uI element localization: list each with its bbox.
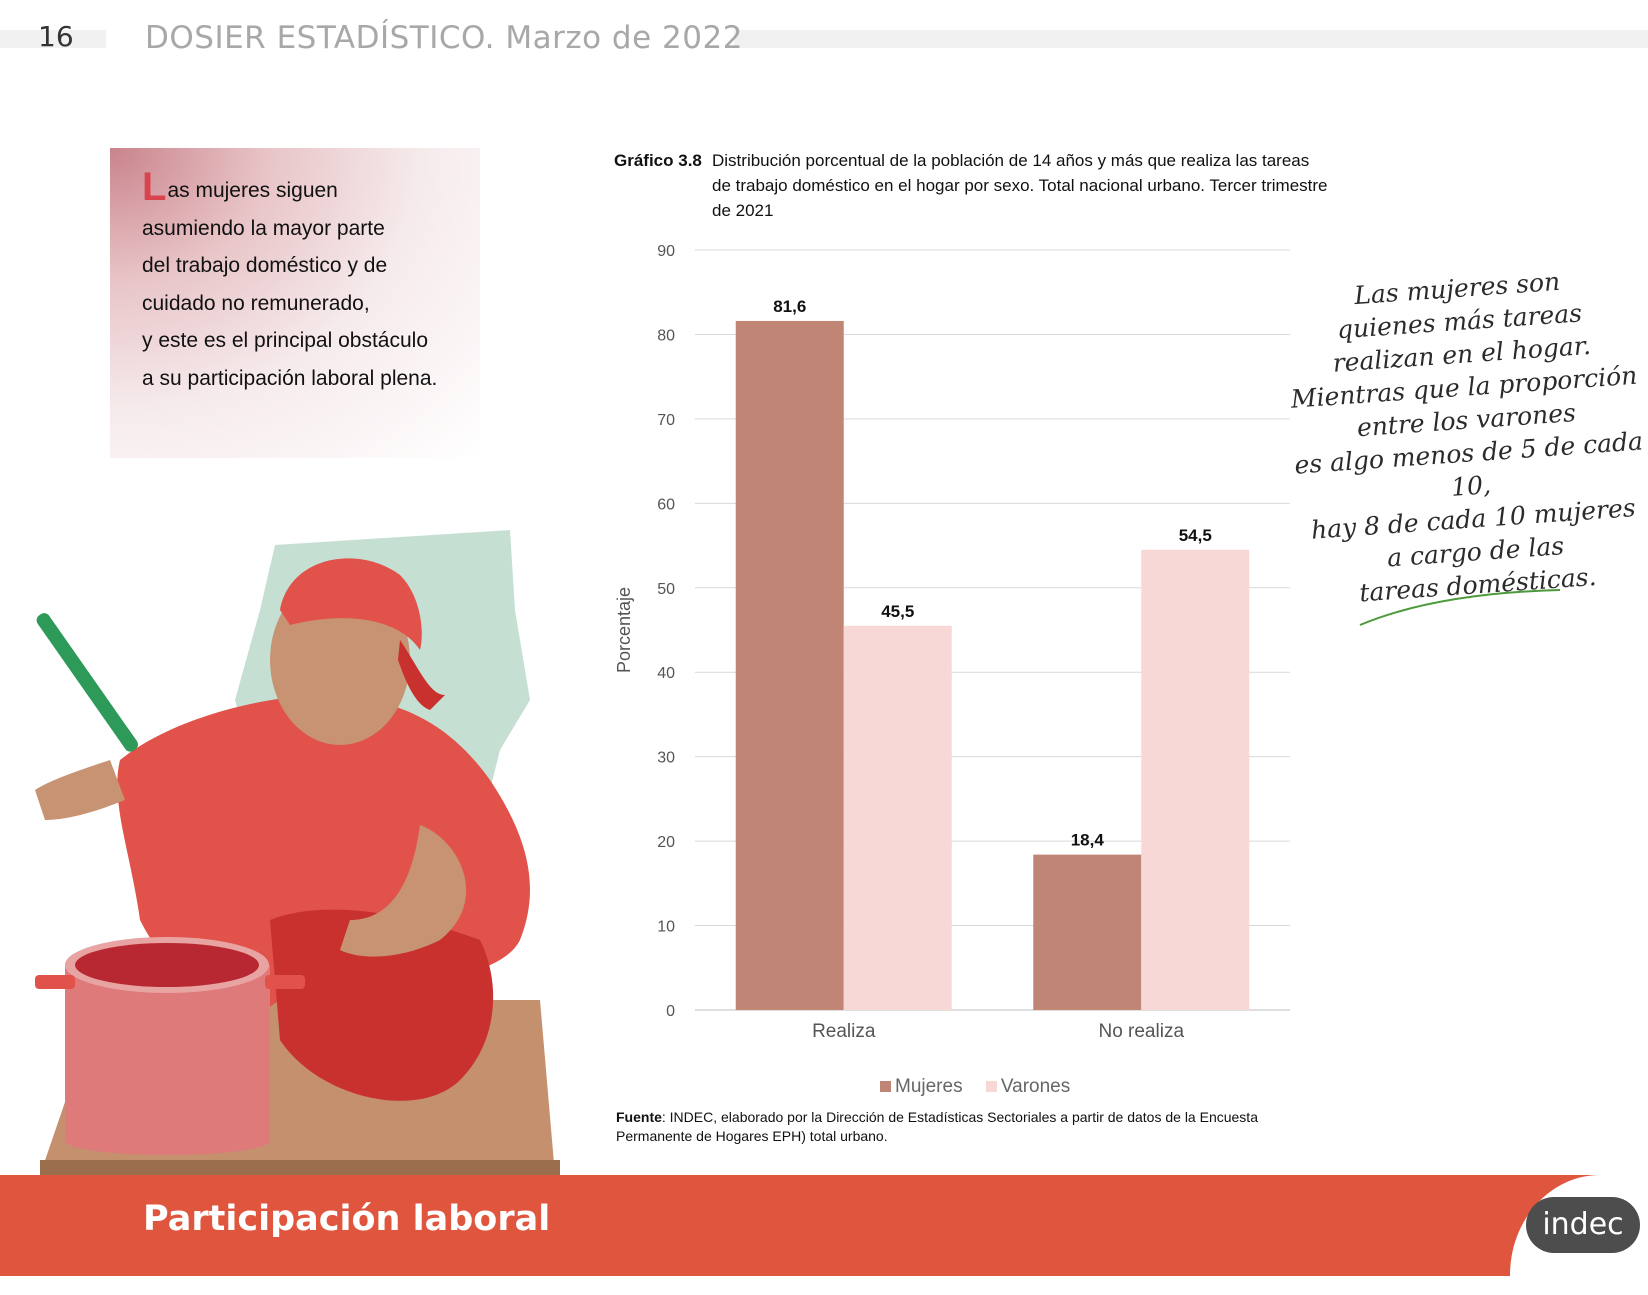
x-tick-label: No realiza <box>1098 1021 1184 1042</box>
indec-logo: indec <box>1526 1197 1640 1253</box>
source-label: Fuente <box>616 1109 662 1125</box>
annotation-underline <box>1359 589 1561 626</box>
bar-chart: 0 10 20 30 40 50 60 70 80 90 Porcentaje 81,6 45,5 Rea… <box>614 243 1290 1042</box>
callout-line: a su participación laboral plena. <box>142 366 438 390</box>
callout-text: L as mujeres siguen asumiendo la mayor p… <box>142 165 472 397</box>
y-tick-label: 80 <box>657 327 675 344</box>
callout-line: y este es el principal obstáculo <box>142 329 428 352</box>
legend-swatch-varones <box>985 1081 997 1092</box>
legend-label-mujeres: Mujeres <box>895 1076 963 1097</box>
callout-line: cuidado no remunerado, <box>142 291 370 315</box>
y-tick-label: 70 <box>657 412 675 429</box>
y-tick-label: 90 <box>657 243 675 260</box>
y-tick-label: 60 <box>657 496 675 513</box>
callout-line: asumiendo la mayor parte <box>142 216 385 240</box>
callout-box: L as mujeres siguen asumiendo la mayor p… <box>110 148 480 458</box>
data-label: 18,4 <box>1071 831 1105 850</box>
legend-swatch-mujeres <box>880 1081 891 1092</box>
y-tick-label: 10 <box>657 919 675 936</box>
legend-item-varones: Varones <box>985 1076 1071 1098</box>
cooking-woman-illustration <box>35 530 560 1178</box>
bar-varones <box>1141 549 1250 1010</box>
data-label: 54,5 <box>1179 526 1212 545</box>
y-tick-label: 50 <box>657 581 675 598</box>
chart-caption-text: Distribución porcentual de la población … <box>712 151 1328 220</box>
y-tick-label: 0 <box>666 1003 675 1020</box>
callout-dropcap: L <box>142 165 167 209</box>
footer-bar: Participación laboral <box>0 1175 1648 1276</box>
callout-line: as mujeres siguen <box>167 179 338 202</box>
section-title: Participación laboral <box>143 1199 551 1239</box>
header-bar-right <box>734 30 1648 48</box>
page-number: 16 <box>38 20 74 53</box>
handwritten-annotation: Las mujeres son quienes más tareas reali… <box>1266 259 1648 615</box>
y-tick-label: 20 <box>657 834 675 851</box>
legend-item-mujeres: Mujeres <box>880 1076 963 1098</box>
chart-source: Fuente: INDEC, elaborado por la Direcció… <box>616 1108 1296 1146</box>
y-tick-label: 30 <box>657 750 675 767</box>
x-tick-label: Realiza <box>812 1021 876 1042</box>
chart-legend: Mujeres Varones <box>880 1076 1088 1098</box>
callout-line: del trabajo doméstico y de <box>142 254 388 277</box>
data-label: 81,6 <box>773 297 806 316</box>
source-text: : INDEC, elaborado por la Dirección de E… <box>616 1109 1258 1144</box>
bar-mujeres <box>1033 854 1142 1010</box>
document-title: DOSIER ESTADÍSTICO. Marzo de 2022 <box>145 20 743 56</box>
chart-caption-label: Gráfico 3.8 <box>614 151 702 170</box>
bar-mujeres <box>735 320 844 1010</box>
bar-varones <box>843 625 952 1010</box>
data-label: 45,5 <box>881 602 914 621</box>
y-axis-label: Porcentaje <box>614 587 634 673</box>
header-bar-left <box>0 30 106 48</box>
y-tick-label: 40 <box>657 665 675 682</box>
legend-label-varones: Varones <box>1000 1076 1071 1097</box>
